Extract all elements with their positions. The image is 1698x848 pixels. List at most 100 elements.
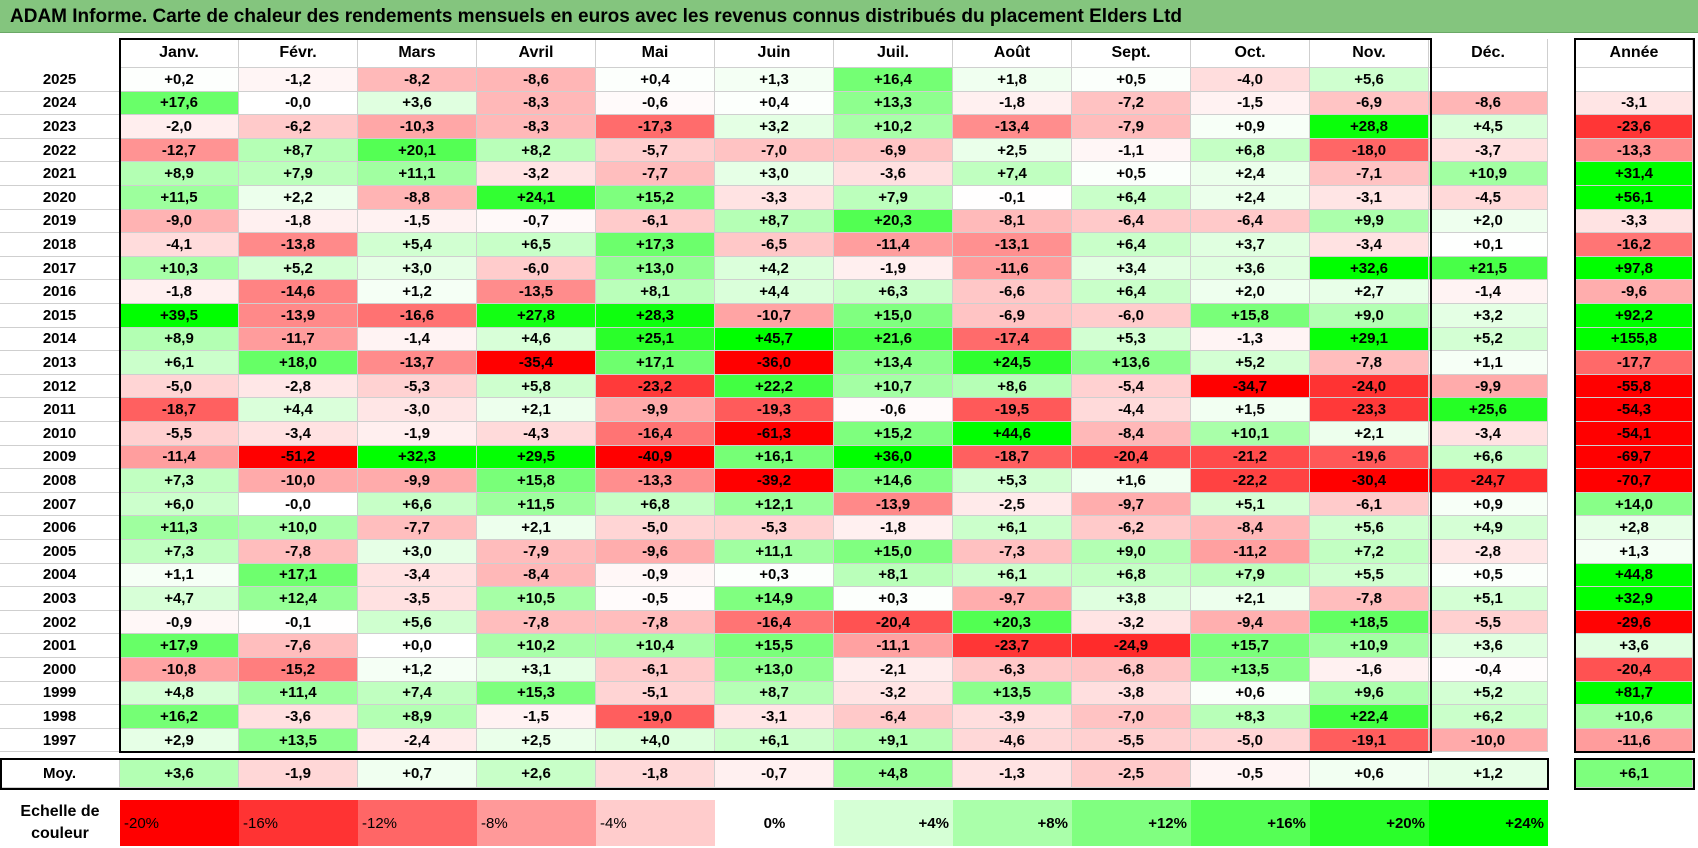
heatmap-cell: +14,6	[834, 469, 953, 493]
annual-cell: +1,3	[1576, 540, 1693, 564]
heatmap-cell: -2,8	[1429, 540, 1548, 564]
heatmap-cell: -6,0	[477, 256, 596, 281]
heatmap-cell: -7,7	[358, 516, 477, 540]
heatmap-cell: -3,6	[834, 162, 953, 186]
heatmap-cell: +13,5	[953, 681, 1072, 706]
heatmap-cell: +0,4	[596, 68, 715, 92]
heatmap-cell: -6,9	[834, 138, 953, 163]
heatmap-cell: +11,4	[239, 681, 358, 706]
heatmap-cell: -1,6	[1310, 658, 1429, 682]
year-label: 2005	[0, 540, 120, 564]
year-label: 2019	[0, 209, 120, 234]
heatmap-cell: -19,3	[715, 398, 834, 422]
annual-cell: -3,1	[1576, 91, 1693, 116]
heatmap-cell: -8,1	[953, 209, 1072, 234]
heatmap-cell: +0,1	[1429, 233, 1548, 257]
average-annual-cell: +6,1	[1576, 760, 1693, 789]
average-cell: -1,8	[596, 760, 715, 789]
heatmap-cell: -2,8	[239, 374, 358, 399]
annual-cell: -17,7	[1576, 351, 1693, 375]
heatmap-cell: +13,5	[1191, 658, 1310, 682]
heatmap-cell: -19,5	[953, 398, 1072, 422]
heatmap-cell: +6,6	[358, 492, 477, 517]
heatmap-cell: -16,4	[715, 610, 834, 635]
heatmap-cell: -6,3	[953, 658, 1072, 682]
heatmap-cell: +15,5	[715, 634, 834, 658]
heatmap-cell: +0,4	[715, 91, 834, 116]
heatmap-cell: -0,6	[834, 398, 953, 422]
heatmap-cell: -6,1	[596, 209, 715, 234]
average-cell: -2,5	[1072, 760, 1191, 789]
color-scale-swatch: +20%	[1310, 800, 1429, 846]
heatmap-cell: +5,5	[1310, 563, 1429, 588]
color-scale-swatch: -12%	[358, 800, 477, 846]
heatmap-cell: -5,0	[120, 374, 239, 399]
annual-cell: -54,3	[1576, 398, 1693, 422]
heatmap-cell: +1,6	[1072, 469, 1191, 493]
heatmap-cell: +1,2	[358, 280, 477, 304]
heatmap-cell: -3,1	[715, 705, 834, 729]
color-scale-swatch: +12%	[1072, 800, 1191, 846]
annual-cell: -23,6	[1576, 115, 1693, 139]
heatmap-cell: +8,1	[596, 280, 715, 304]
heatmap-cell: +6,2	[1429, 705, 1548, 729]
heatmap-cell: -3,5	[358, 587, 477, 611]
heatmap-cell: +5,2	[1191, 351, 1310, 375]
heatmap-cell: +17,1	[596, 351, 715, 375]
heatmap-cell: -40,9	[596, 445, 715, 470]
heatmap-cell: -5,4	[1072, 374, 1191, 399]
heatmap-cell: -35,4	[477, 351, 596, 375]
heatmap-cell: -2,5	[953, 492, 1072, 517]
heatmap-cell: +7,9	[834, 186, 953, 210]
heatmap-cell: +27,8	[477, 304, 596, 328]
heatmap-cell: -4,4	[1072, 398, 1191, 422]
heatmap-cell: -7,8	[477, 610, 596, 635]
annual-cell: -54,1	[1576, 422, 1693, 446]
heatmap-cell: +17,1	[239, 563, 358, 588]
year-label: 2010	[0, 422, 120, 446]
heatmap-cell: +5,2	[1429, 681, 1548, 706]
heatmap-cell: -3,0	[358, 398, 477, 422]
heatmap-cell: -4,5	[1429, 186, 1548, 210]
heatmap-cell: +7,3	[120, 540, 239, 564]
heatmap-cell: -9,4	[1191, 610, 1310, 635]
heatmap-cell: -6,4	[1072, 209, 1191, 234]
heatmap-cell: -1,5	[1191, 91, 1310, 116]
heatmap-cell: -23,7	[953, 634, 1072, 658]
heatmap-cell: -8,2	[358, 68, 477, 92]
heatmap-cell: +11,5	[120, 186, 239, 210]
heatmap-cell: -24,7	[1429, 469, 1548, 493]
year-label: 2018	[0, 233, 120, 257]
column-header: Déc.	[1429, 39, 1548, 68]
heatmap-cell: -3,1	[1310, 186, 1429, 210]
annual-cell: +10,6	[1576, 705, 1693, 729]
page-title: ADAM Informe. Carte de chaleur des rende…	[0, 0, 1698, 33]
heatmap-cell: +0,3	[715, 563, 834, 588]
average-cell: +2,6	[477, 760, 596, 789]
heatmap-cell: -9,9	[1429, 374, 1548, 399]
heatmap-cell: +8,9	[358, 705, 477, 729]
heatmap-cell: +1,8	[953, 68, 1072, 92]
heatmap-cell: +0,0	[358, 634, 477, 658]
heatmap-cell: -10,3	[358, 115, 477, 139]
heatmap-cell: +4,8	[120, 681, 239, 706]
heatmap-cell: +1,1	[1429, 351, 1548, 375]
annual-cell: -55,8	[1576, 374, 1693, 399]
heatmap-cell: -7,8	[1310, 351, 1429, 375]
heatmap-cell: +24,1	[477, 186, 596, 210]
year-label: 2016	[0, 280, 120, 304]
heatmap-cell: +5,8	[477, 374, 596, 399]
heatmap-cell: +6,6	[1429, 445, 1548, 470]
year-label: 2007	[0, 492, 120, 517]
heatmap-cell: -3,2	[834, 681, 953, 706]
heatmap-cell: -9,7	[953, 587, 1072, 611]
average-cell: -1,9	[239, 760, 358, 789]
average-cell: -0,5	[1191, 760, 1310, 789]
heatmap-cell: +3,1	[477, 658, 596, 682]
heatmap-cell: -6,0	[1072, 304, 1191, 328]
heatmap-cell: -5,3	[715, 516, 834, 540]
average-cell: +0,6	[1310, 760, 1429, 789]
heatmap-cell: +15,8	[1191, 304, 1310, 328]
heatmap-cell: -39,2	[715, 469, 834, 493]
heatmap-cell: +5,6	[1310, 516, 1429, 540]
